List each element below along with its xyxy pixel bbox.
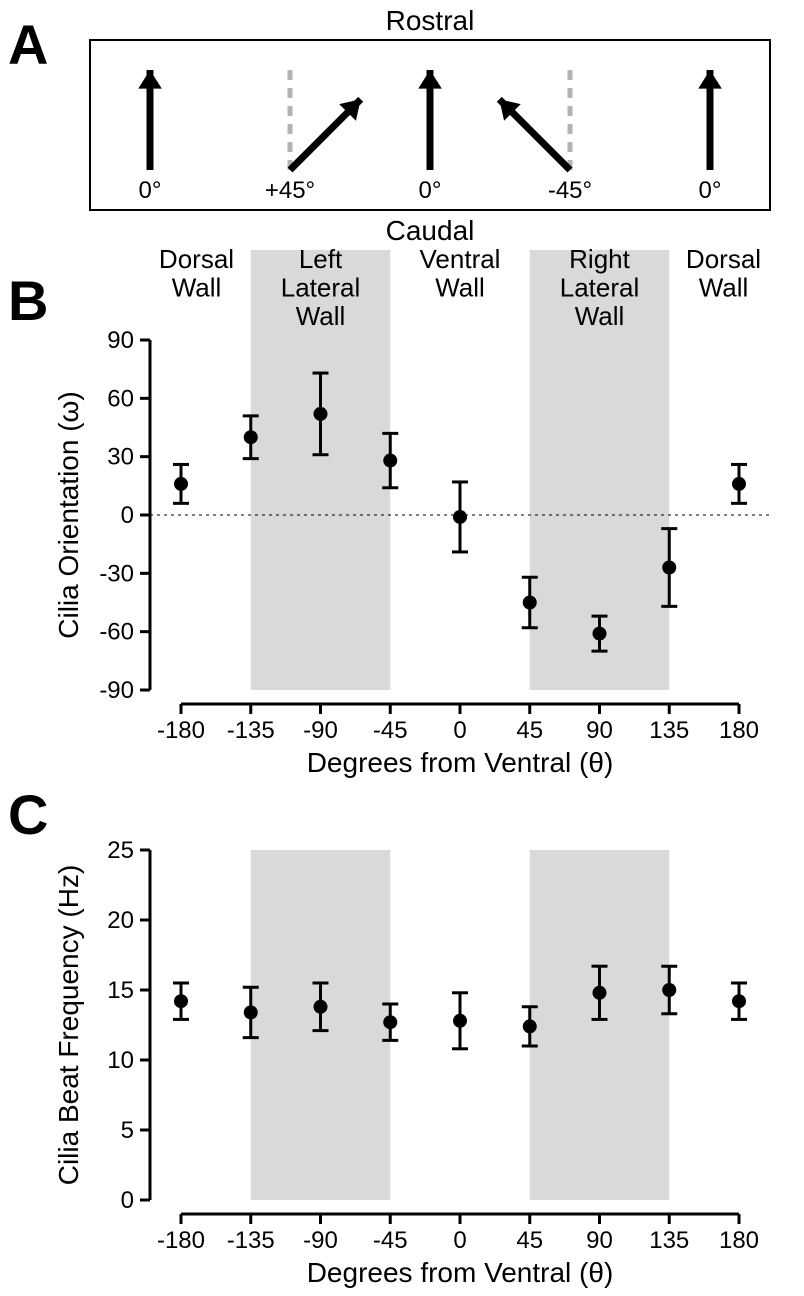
svg-text:Cilia Orientation (ω): Cilia Orientation (ω): [53, 391, 84, 639]
svg-text:0°: 0°: [139, 177, 162, 204]
svg-text:45: 45: [516, 1227, 543, 1254]
svg-text:0: 0: [121, 1187, 134, 1214]
panel-c-label: C: [8, 782, 48, 847]
svg-text:15: 15: [107, 977, 134, 1004]
svg-text:Degrees from Ventral (θ): Degrees from Ventral (θ): [307, 747, 614, 778]
svg-text:-90: -90: [99, 677, 134, 704]
svg-text:Degrees from Ventral (θ): Degrees from Ventral (θ): [307, 1257, 614, 1288]
svg-text:0: 0: [453, 1227, 466, 1254]
svg-text:-135: -135: [227, 1227, 275, 1254]
figure-root: A B C RostralCaudal0°+45°0°-45°0°DorsalW…: [0, 0, 804, 1296]
svg-text:135: 135: [649, 1227, 689, 1254]
svg-text:Caudal: Caudal: [386, 215, 475, 246]
svg-text:10: 10: [107, 1047, 134, 1074]
svg-text:20: 20: [107, 907, 134, 934]
svg-text:60: 60: [107, 385, 134, 412]
svg-text:DorsalWall: DorsalWall: [159, 244, 234, 303]
figure-svg: RostralCaudal0°+45°0°-45°0°DorsalWallLef…: [0, 0, 804, 1296]
svg-text:-60: -60: [99, 619, 134, 646]
svg-text:-180: -180: [157, 717, 205, 744]
panel-a-label: A: [8, 12, 48, 77]
svg-text:-180: -180: [157, 1227, 205, 1254]
svg-text:5: 5: [121, 1117, 134, 1144]
svg-text:180: 180: [719, 1227, 759, 1254]
svg-text:DorsalWall: DorsalWall: [686, 244, 761, 303]
svg-text:-90: -90: [303, 1227, 338, 1254]
svg-text:90: 90: [586, 1227, 613, 1254]
svg-text:25: 25: [107, 837, 134, 864]
svg-text:-45°: -45°: [548, 177, 592, 204]
svg-text:Cilia Beat Frequency (Hz): Cilia Beat Frequency (Hz): [53, 865, 84, 1186]
svg-text:+45°: +45°: [265, 177, 315, 204]
svg-text:0: 0: [121, 502, 134, 529]
svg-text:-135: -135: [227, 717, 275, 744]
svg-text:-45: -45: [373, 1227, 408, 1254]
svg-text:Rostral: Rostral: [386, 5, 475, 36]
svg-text:-90: -90: [303, 717, 338, 744]
svg-text:0: 0: [453, 717, 466, 744]
svg-text:90: 90: [586, 717, 613, 744]
svg-text:135: 135: [649, 717, 689, 744]
svg-text:45: 45: [516, 717, 543, 744]
svg-text:0°: 0°: [699, 177, 722, 204]
svg-text:30: 30: [107, 444, 134, 471]
svg-text:-45: -45: [373, 717, 408, 744]
svg-text:90: 90: [107, 327, 134, 354]
svg-text:0°: 0°: [419, 177, 442, 204]
svg-text:-30: -30: [99, 560, 134, 587]
svg-text:180: 180: [719, 717, 759, 744]
panel-b-label: B: [8, 268, 48, 333]
svg-text:VentralWall: VentralWall: [420, 244, 501, 303]
